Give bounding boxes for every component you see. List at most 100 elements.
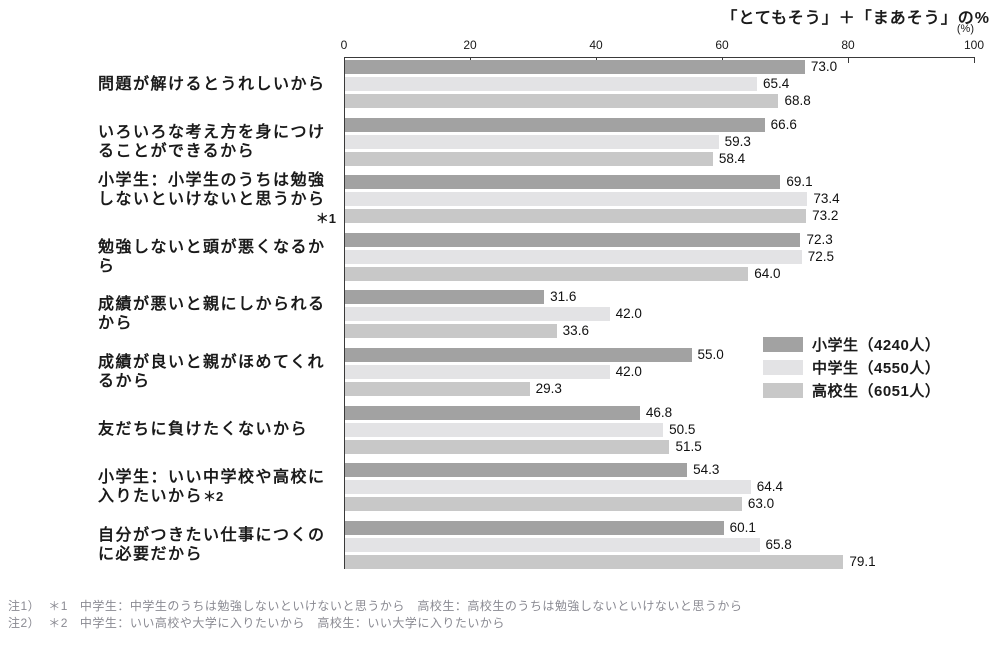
x-tick-label: 20	[463, 38, 477, 52]
category-label: 小学生：いい中学校や高校に入りたいから＊2	[98, 463, 336, 511]
note-marker: ＊1	[315, 210, 336, 226]
footnote-marker: ＊2	[48, 616, 68, 630]
note-marker: ＊2	[203, 489, 224, 505]
legend-item: 小学生（4240人）	[763, 333, 940, 356]
bar-value-label: 33.6	[562, 323, 589, 339]
bar	[345, 117, 765, 132]
x-tick-label: 80	[841, 38, 855, 52]
x-tick-label: 0	[340, 38, 348, 52]
footnotes: 注1） ＊1 中学生：中学生のうちは勉強しないといけないと思うから 高校生：高校生の…	[8, 598, 742, 632]
legend: 小学生（4240人） 中学生（4550人） 高校生（6051人）	[763, 333, 940, 402]
legend-label: 高校生（6051人）	[812, 383, 941, 400]
category-text: 勉強しないと頭が悪くなるから	[98, 238, 326, 275]
category-label-text: 友だちに負けたくないから	[98, 420, 336, 439]
bar	[345, 405, 640, 420]
bar	[345, 497, 742, 512]
bar	[345, 151, 713, 166]
bar-value-label: 65.4	[763, 76, 790, 91]
category-label-text: 勉強しないと頭が悪くなるから	[98, 238, 336, 276]
bar	[345, 266, 749, 281]
bar-value-label: 42.0	[615, 306, 642, 322]
bar-value-label: 64.0	[754, 265, 781, 281]
category-label-text: 小学生：小学生のうちは勉強しないといけないと思うから ＊1	[98, 171, 336, 228]
category-label-text: 成績が悪いと親にしかられるから	[98, 295, 336, 333]
bar-value-label: 72.5	[807, 248, 835, 264]
bar-value-label: 73.4	[813, 191, 840, 207]
legend-label: 中学生（4550人）	[812, 360, 941, 377]
category-label: いろいろな考え方を身につけることができるから	[98, 118, 336, 166]
category-label-text: 小学生：いい中学校や高校に入りたいから＊2	[98, 468, 336, 506]
category-text: 小学生：いい中学校や高校に入りたいから	[98, 469, 326, 506]
footnote-marker: ＊1	[48, 599, 68, 613]
bar-value-label: 46.8	[645, 404, 673, 420]
category-label: 自分がつきたい仕事につくのに必要だから	[98, 521, 336, 569]
axis-unit-label: (%)	[956, 23, 974, 35]
footnote-line: 注2） ＊2 中学生：いい高校や大学に入りたいから 高校生：いい大学に入りたいから	[8, 615, 742, 632]
bar-value-label: 59.3	[724, 133, 751, 149]
bar	[345, 554, 844, 569]
bar	[345, 480, 751, 495]
category-label: 小学生：小学生のうちは勉強しないといけないと思うから ＊1	[98, 172, 336, 226]
bar	[345, 382, 530, 396]
legend-label: 小学生（4240人）	[812, 337, 941, 354]
bar	[345, 192, 808, 207]
footnote-prefix: 注2）	[8, 616, 41, 630]
bar	[345, 290, 545, 305]
x-tick-mark	[848, 57, 849, 63]
bar-value-label: 51.5	[675, 438, 702, 454]
bar-value-label: 69.1	[786, 174, 813, 190]
x-tick-label: 40	[589, 38, 603, 52]
bar-value-label: 31.6	[550, 289, 577, 305]
category-label-text: いろいろな考え方を身につけることができるから	[98, 123, 336, 161]
bar-value-label: 55.0	[697, 347, 724, 362]
bar	[345, 249, 802, 264]
bar-value-label: 65.8	[765, 536, 792, 552]
bar	[345, 463, 688, 478]
bar	[345, 537, 760, 552]
footnote-prefix: 注1）	[8, 599, 41, 613]
category-label: 成績が良いと親がほめてくれるから	[98, 348, 336, 396]
bar	[345, 232, 801, 247]
bar-value-label: 73.2	[812, 208, 839, 224]
bar	[345, 77, 758, 91]
category-label: 勉強しないと頭が悪くなるから	[98, 233, 336, 281]
category-label: 友だちに負けたくないから	[98, 406, 336, 454]
bar	[345, 439, 670, 454]
category-text: 成績が良いと親がほめてくれるから	[98, 354, 326, 390]
bar	[345, 175, 781, 190]
bar-value-label: 29.3	[535, 381, 562, 396]
legend-swatch	[763, 337, 803, 352]
bar-value-label: 64.4	[756, 479, 783, 495]
footnote-text: 中学生：中学生のうちは勉強しないといけないと思うから 高校生：高校生のうちは勉強…	[79, 599, 743, 613]
bar-value-label: 73.0	[810, 59, 838, 74]
bar-value-label: 63.0	[747, 496, 775, 512]
bar	[345, 348, 692, 362]
bar-value-label: 58.4	[718, 150, 746, 166]
legend-item: 中学生（4550人）	[763, 356, 940, 379]
category-label-text: 問題が解けるとうれしいから	[98, 75, 336, 94]
bar	[345, 60, 805, 74]
category-label: 問題が解けるとうれしいから	[98, 60, 336, 108]
bar-value-label: 66.6	[770, 116, 797, 132]
chart-title: 「とてもそう」＋「まあそう」の%	[721, 10, 990, 27]
footnote-text: 中学生：いい高校や大学に入りたいから 高校生：いい大学に入りたいから	[79, 616, 505, 630]
x-axis-line	[344, 57, 975, 58]
x-tick-label: 60	[715, 38, 729, 52]
category-label-text: 成績が良いと親がほめてくれるから	[98, 353, 336, 391]
category-text: 成績が悪いと親にしかられるから	[98, 296, 326, 333]
legend-item: 高校生（6051人）	[763, 379, 940, 402]
x-tick-mark	[974, 57, 975, 63]
y-axis-line	[344, 57, 345, 569]
x-tick-label: 100	[963, 38, 985, 52]
bar	[345, 365, 610, 379]
category-text: 小学生：小学生のうちは勉強しないといけないと思うから	[98, 171, 326, 208]
category-text: 自分がつきたい仕事につくのに必要だから	[98, 526, 326, 563]
bar-value-label: 60.1	[729, 519, 756, 535]
bar	[345, 209, 807, 224]
category-text: いろいろな考え方を身につけることができるから	[98, 123, 326, 160]
footnote-line: 注1） ＊1 中学生：中学生のうちは勉強しないといけないと思うから 高校生：高校生の…	[8, 598, 742, 615]
bar	[345, 134, 719, 149]
legend-swatch	[763, 383, 803, 398]
bar-value-label: 68.8	[784, 93, 811, 108]
